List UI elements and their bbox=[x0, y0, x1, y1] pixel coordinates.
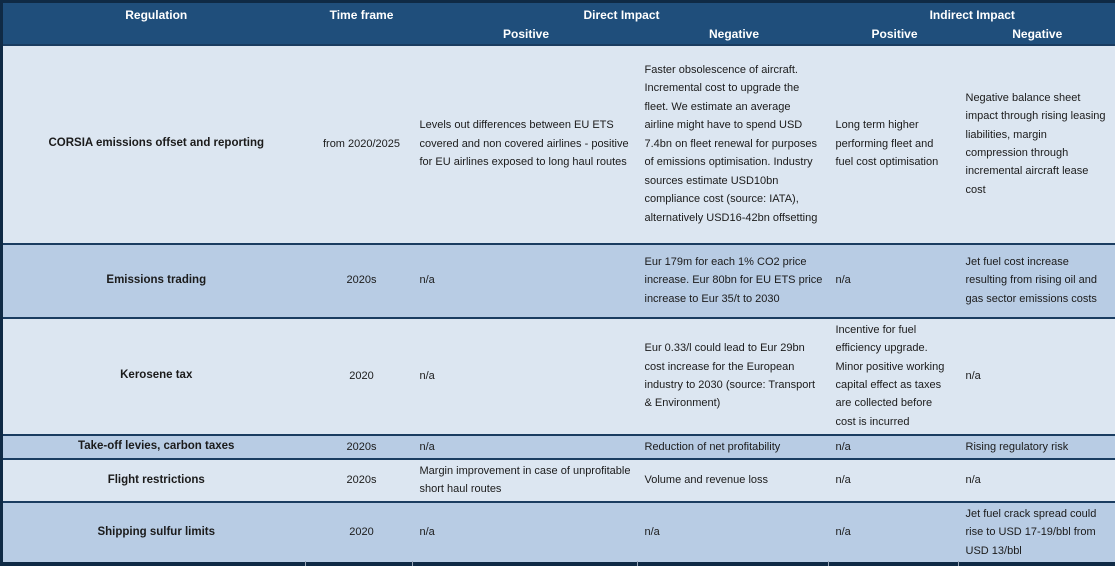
column-header-direct-impact: Direct Impact bbox=[413, 1, 830, 27]
cell-direct-positive: n/a bbox=[419, 274, 435, 287]
cell-indirect-positive: Incentive for fuel efficiency upgrade. M… bbox=[835, 323, 945, 428]
column-boundary-tick bbox=[305, 561, 306, 566]
cell-indirect-positive: Long term higher performing fleet and fu… bbox=[835, 119, 939, 169]
cell-direct-positive: n/a bbox=[419, 440, 435, 453]
cell-regulation: CORSIA emissions offset and reporting bbox=[48, 137, 265, 150]
table-row-emissions-trading: Emissions trading 2020s n/a Eur 179m for… bbox=[1, 243, 1115, 318]
cell-regulation: Flight restrictions bbox=[107, 473, 205, 486]
cell-indirect-positive: n/a bbox=[835, 474, 851, 487]
cell-indirect-negative: Rising regulatory risk bbox=[965, 440, 1069, 453]
table-row-flight-restrictions: Flight restrictions 2020s Margin improve… bbox=[1, 458, 1115, 502]
table-row-kerosene-tax: Kerosene tax 2020 n/a Eur 0.33/l could l… bbox=[1, 317, 1115, 435]
column-boundary-tick bbox=[412, 561, 413, 566]
column-boundary-tick bbox=[958, 561, 959, 566]
cell-direct-negative: n/a bbox=[644, 526, 660, 539]
subheader-indirect-negative: Negative bbox=[959, 26, 1115, 45]
table-body: CORSIA emissions offset and reporting fr… bbox=[1, 44, 1115, 565]
column-header-regulation: Regulation bbox=[1, 1, 310, 45]
cell-direct-positive: Margin improvement in case of unprofitab… bbox=[419, 464, 631, 496]
cell-timeframe: from 2020/2025 bbox=[322, 137, 401, 150]
cell-indirect-negative: n/a bbox=[965, 474, 981, 487]
column-boundary-tick bbox=[828, 561, 829, 566]
cell-direct-positive: n/a bbox=[419, 369, 435, 382]
subheader-direct-positive: Positive bbox=[413, 26, 639, 45]
cell-indirect-positive: n/a bbox=[835, 274, 851, 287]
cell-direct-negative: Reduction of net profitability bbox=[644, 440, 781, 453]
table-row-corsia: CORSIA emissions offset and reporting fr… bbox=[1, 44, 1115, 244]
cell-direct-positive: n/a bbox=[419, 526, 435, 539]
table-row-takeoff-levies: Take-off levies, carbon taxes 2020s n/a … bbox=[1, 434, 1115, 459]
column-header-indirect-impact: Indirect Impact bbox=[829, 1, 1115, 27]
cell-direct-negative: Eur 0.33/l could lead to Eur 29bn cost i… bbox=[644, 342, 816, 410]
cell-direct-negative: Volume and revenue loss bbox=[644, 474, 769, 487]
column-boundary-tick bbox=[637, 561, 638, 566]
cell-indirect-negative: Jet fuel cost increase resulting from ri… bbox=[965, 255, 1097, 305]
cell-direct-negative: Eur 179m for each 1% CO2 price increase.… bbox=[644, 255, 823, 305]
cell-timeframe: 2020s bbox=[346, 474, 377, 487]
table-row-shipping-sulfur: Shipping sulfur limits 2020 n/a n/a n/a … bbox=[1, 501, 1115, 565]
cell-regulation: Shipping sulfur limits bbox=[97, 525, 216, 538]
cell-indirect-negative: Negative balance sheet impact through ri… bbox=[965, 91, 1106, 196]
cell-timeframe: 2020s bbox=[346, 274, 377, 287]
cell-direct-positive: Levels out differences between EU ETS co… bbox=[419, 119, 629, 169]
cell-timeframe: 2020 bbox=[349, 369, 374, 382]
column-header-timeframe: Time frame bbox=[309, 1, 414, 45]
cell-regulation: Take-off levies, carbon taxes bbox=[78, 440, 235, 453]
cell-timeframe: 2020s bbox=[346, 440, 377, 453]
subheader-indirect-positive: Positive bbox=[829, 26, 960, 45]
cell-direct-negative: Faster obsolescence of aircraft. Increme… bbox=[644, 63, 818, 224]
cell-regulation: Emissions trading bbox=[106, 273, 207, 286]
cell-timeframe: 2020 bbox=[349, 526, 374, 539]
cell-indirect-negative: Jet fuel crack spread could rise to USD … bbox=[965, 507, 1097, 557]
cell-indirect-negative: n/a bbox=[965, 369, 981, 382]
cell-regulation: Kerosene tax bbox=[120, 369, 193, 382]
table-header: Regulation Time frame Direct Impact Indi… bbox=[1, 1, 1115, 45]
cell-indirect-positive: n/a bbox=[835, 526, 851, 539]
subheader-direct-negative: Negative bbox=[638, 26, 830, 45]
cell-indirect-positive: n/a bbox=[835, 440, 851, 453]
